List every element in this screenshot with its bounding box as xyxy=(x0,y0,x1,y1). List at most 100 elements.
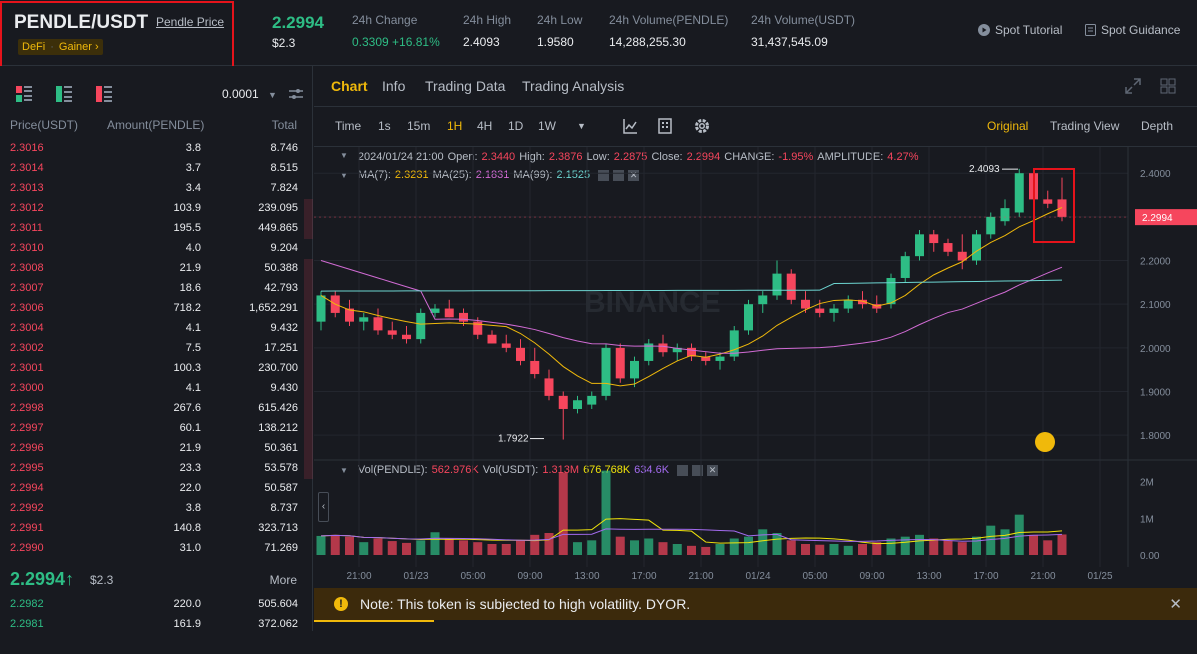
ask-row[interactable]: 2.3013 3.4 7.824 xyxy=(0,179,313,199)
vol-ma2-line xyxy=(320,528,1063,542)
volume-bar xyxy=(601,470,611,555)
ask-row[interactable]: 2.2994 22.0 50.587 xyxy=(0,479,313,499)
more-link[interactable]: More xyxy=(269,573,297,587)
symbol-title[interactable]: PENDLE/USDT xyxy=(14,12,149,33)
gear-icon[interactable] xyxy=(694,118,710,134)
candle-body xyxy=(1014,173,1024,213)
ask-row[interactable]: 2.3000 4.1 9.430 xyxy=(0,379,313,399)
ask-row[interactable]: 2.3006 718.2 1,652.291 xyxy=(0,299,313,319)
tab-trading-analysis[interactable]: Trading Analysis xyxy=(522,78,625,94)
orderbook-asks-icon[interactable] xyxy=(96,86,112,102)
close-icon[interactable]: ✕ xyxy=(707,464,719,476)
interval-15m[interactable]: 15m xyxy=(407,119,431,133)
candlestick-chart[interactable]: 2.40002.30002.20002.10002.00001.90001.80… xyxy=(314,147,1197,654)
current-price-tag xyxy=(1135,209,1197,226)
settings-icon[interactable] xyxy=(613,169,625,181)
settings-icon[interactable] xyxy=(692,464,704,476)
ask-row[interactable]: 2.3001 100.3 230.700 xyxy=(0,359,313,379)
bid-row[interactable]: 2.2982 220.0 505.604 xyxy=(0,595,313,615)
ask-row[interactable]: 2.2992 3.8 8.737 xyxy=(0,499,313,519)
volume-bar xyxy=(658,542,668,555)
settings-sliders-icon[interactable] xyxy=(288,86,304,102)
price-link[interactable]: Pendle Price xyxy=(156,15,225,29)
volume-bar xyxy=(801,544,810,555)
candle-body xyxy=(786,273,796,300)
ohlc-low: 2.2875 xyxy=(613,151,648,163)
low-marker-label: 1.7922 xyxy=(498,434,529,445)
ask-row[interactable]: 2.2990 31.0 71.269 xyxy=(0,539,313,559)
volume-bar xyxy=(687,545,696,555)
layout-icon[interactable] xyxy=(658,118,672,134)
ask-price: 2.3012 xyxy=(10,202,44,214)
ask-row[interactable]: 2.2995 23.3 53.578 xyxy=(0,459,313,479)
x-tick-label: 09:00 xyxy=(859,571,884,582)
interval-1h[interactable]: 1H xyxy=(447,119,463,133)
grid-layout-icon[interactable] xyxy=(1160,78,1176,94)
candle-body xyxy=(615,347,625,379)
ma99-value: 2.1525 xyxy=(556,169,591,181)
ask-row[interactable]: 2.3016 3.8 8.746 xyxy=(0,139,313,159)
tag-gainer[interactable]: Gainer › xyxy=(58,41,99,53)
depth-bar xyxy=(303,339,313,359)
eye-icon[interactable] xyxy=(677,464,689,476)
ask-row[interactable]: 2.3014 3.7 8.515 xyxy=(0,159,313,179)
candle-body xyxy=(1000,208,1010,222)
collapse-icon[interactable]: ▼ xyxy=(340,170,348,180)
divider xyxy=(314,146,1197,147)
ask-row[interactable]: 2.3011 195.5 449.865 xyxy=(0,219,313,239)
interval-more-chevron-icon[interactable]: ▼ xyxy=(577,121,586,131)
close-icon[interactable]: ✕ xyxy=(628,169,640,181)
view-depth[interactable]: Depth xyxy=(1141,119,1174,133)
ask-total: 615.426 xyxy=(258,402,298,414)
collapse-icon[interactable]: ▼ xyxy=(340,465,348,475)
indicator-icon[interactable] xyxy=(622,118,638,134)
view-trading-view[interactable]: Trading View xyxy=(1050,119,1120,133)
ask-row[interactable]: 2.2998 267.6 615.426 xyxy=(0,399,313,419)
order-book: 0.0001 ▼ Price(USDT) Amount(PENDLE) Tota… xyxy=(0,66,313,631)
interval-1w[interactable]: 1W xyxy=(538,119,556,133)
tick-size-select[interactable]: 0.0001 ▼ xyxy=(222,87,277,101)
chat-bubble-icon[interactable] xyxy=(1035,432,1055,452)
ask-row[interactable]: 2.3010 4.0 9.204 xyxy=(0,239,313,259)
spot-tutorial-link[interactable]: Spot Tutorial xyxy=(978,23,1062,37)
spot-guidance-link[interactable]: Spot Guidance xyxy=(1085,23,1180,37)
interval-4h[interactable]: 4H xyxy=(477,119,493,133)
ask-total: 9.430 xyxy=(270,382,298,394)
volume-bar xyxy=(644,538,654,555)
interval-1d[interactable]: 1D xyxy=(508,119,524,133)
fullscreen-icon[interactable] xyxy=(1125,78,1141,94)
ask-row[interactable]: 2.2991 140.8 323.713 xyxy=(0,519,313,539)
view-original[interactable]: Original xyxy=(987,119,1029,133)
stat-value: 0.3309 +16.81% xyxy=(352,35,440,49)
interval-time[interactable]: Time xyxy=(335,119,362,133)
eye-icon[interactable] xyxy=(598,169,610,181)
orderbook-both-icon[interactable] xyxy=(16,86,32,102)
tab-chart[interactable]: Chart xyxy=(331,78,368,94)
ask-amount: 60.1 xyxy=(179,422,201,434)
ask-row[interactable]: 2.2996 21.9 50.361 xyxy=(0,439,313,459)
candle-body xyxy=(1057,199,1067,217)
ask-row[interactable]: 2.2997 60.1 138.212 xyxy=(0,419,313,439)
scroll-left-handle[interactable]: ‹ xyxy=(318,492,329,522)
tab-info[interactable]: Info xyxy=(382,78,406,94)
ask-total: 9.204 xyxy=(270,242,298,254)
interval-1s[interactable]: 1s xyxy=(378,119,391,133)
ask-row[interactable]: 2.3012 103.9 239.095 xyxy=(0,199,313,219)
bid-row[interactable]: 2.2981 161.9 372.062 xyxy=(0,615,313,635)
ask-row[interactable]: 2.3004 4.1 9.432 xyxy=(0,319,313,339)
orderbook-bids-icon[interactable] xyxy=(56,86,72,102)
candle-body xyxy=(444,308,454,318)
collapse-icon[interactable]: ▼ xyxy=(340,151,348,160)
close-icon[interactable]: ✕ xyxy=(1169,596,1182,613)
candle-body xyxy=(701,356,711,361)
ask-row[interactable]: 2.3007 18.6 42.793 xyxy=(0,279,313,299)
volume-bar xyxy=(615,536,625,555)
ask-price: 2.3013 xyxy=(10,182,44,194)
ask-total: 17.251 xyxy=(264,342,298,354)
tab-trading-data[interactable]: Trading Data xyxy=(425,78,506,94)
tag-defi[interactable]: DeFi xyxy=(22,41,46,53)
vol-usdt-label: Vol(USDT): xyxy=(482,464,539,476)
ask-row[interactable]: 2.3008 21.9 50.388 xyxy=(0,259,313,279)
tag-badges[interactable]: DeFi · Gainer › xyxy=(18,39,103,55)
ask-row[interactable]: 2.3002 7.5 17.251 xyxy=(0,339,313,359)
